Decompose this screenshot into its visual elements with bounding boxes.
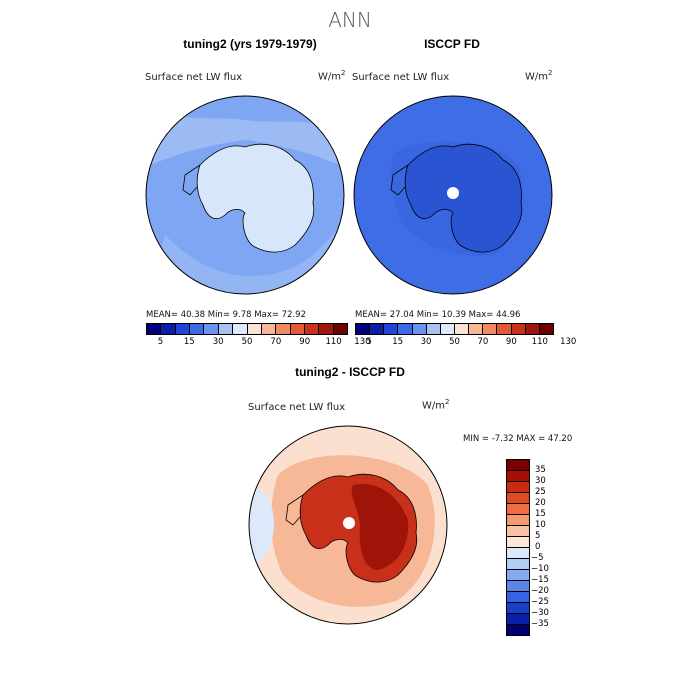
colorbar-tick-label: 30 (420, 337, 432, 347)
colorbar-tick-label: 15 (392, 337, 404, 347)
colorbar-swatch (276, 324, 291, 334)
colorbar-tick-label: 70 (477, 337, 489, 347)
colorbar-tick-label: 30 (212, 337, 224, 347)
colorbar-tick-label: 130 (354, 337, 371, 347)
colorbar-swatch (507, 603, 529, 614)
colorbar-tick-label: 15 (183, 337, 195, 347)
units-label-obs: W/m2 (525, 69, 553, 83)
colorbar-swatch (507, 548, 529, 559)
colorbar-tick-label: 130 (560, 337, 577, 347)
colorbar-tick-label: 35 (535, 464, 546, 475)
colorbar-tick-label: −15 (531, 574, 549, 585)
colorbar-obs (355, 323, 554, 335)
colorbar-swatch (147, 324, 162, 334)
colorbar-swatch (175, 324, 191, 334)
colorbar-swatch (454, 324, 470, 334)
colorbar-swatch (247, 324, 262, 334)
variable-label-obs: Surface net LW flux (352, 72, 450, 83)
colorbar-tick-label: −35 (531, 618, 549, 629)
colorbar-swatch (412, 324, 427, 334)
panel-title-obs: ISCCP FD (424, 37, 480, 51)
polar-map-diff (248, 425, 448, 625)
colorbar-swatch (161, 324, 176, 334)
colorbar-swatch (261, 324, 277, 334)
colorbar-labels-diff: 35 30 25 20 15 10 5 0 −5 −10 −15 −20 −25 −30 −35 (531, 459, 575, 629)
colorbar-tick-label: −5 (531, 552, 544, 563)
colorbar-swatch (497, 324, 512, 334)
colorbar-swatch (511, 324, 526, 334)
variable-label-diff: Surface net LW flux (248, 402, 346, 413)
variable-label-model: Surface net LW flux (145, 72, 243, 83)
colorbar-swatch (507, 625, 529, 635)
colorbar-tick-label: 20 (535, 497, 546, 508)
colorbar-swatch (525, 324, 540, 334)
colorbar-tick-label: 90 (299, 337, 311, 347)
colorbar-tick-label: −25 (531, 596, 549, 607)
main-title: ANN (328, 8, 372, 32)
panel-title-diff: tuning2 - ISCCP FD (295, 365, 405, 379)
colorbar-swatch (507, 559, 529, 570)
panel-title-model: tuning2 (yrs 1979-1979) (183, 37, 317, 51)
colorbar-swatch (319, 324, 334, 334)
colorbar-tick-label: 0 (535, 541, 541, 552)
colorbar-swatch (507, 581, 529, 592)
colorbar-tick-label: −30 (531, 607, 549, 618)
colorbar-swatch (507, 515, 529, 526)
colorbar-swatch (356, 324, 371, 334)
colorbar-swatch (218, 324, 234, 334)
units-label-model: W/m2 (318, 69, 346, 83)
colorbar-diff (506, 459, 530, 636)
colorbar-swatch (483, 324, 498, 334)
colorbar-tick-label: 15 (535, 508, 546, 519)
colorbar-tick-label: 50 (241, 337, 253, 347)
colorbar-tick-label: 70 (270, 337, 282, 347)
colorbar-tick-label: 110 (531, 337, 548, 347)
colorbar-tick-label: 25 (535, 486, 546, 497)
colorbar-tick-label: −20 (531, 585, 549, 596)
units-label-diff: W/m2 (422, 398, 450, 412)
colorbar-swatch (507, 537, 529, 548)
colorbar-tick-label: 50 (449, 337, 460, 347)
colorbar-tick-label: 30 (535, 475, 546, 486)
colorbar-swatch (398, 324, 413, 334)
colorbar-swatch (507, 592, 529, 603)
colorbar-labels-model: 5 15 30 50 70 90 110 130 (146, 337, 371, 349)
colorbar-swatch (507, 526, 529, 537)
colorbar-swatch (507, 493, 529, 504)
colorbar-swatch (190, 324, 205, 334)
colorbar-swatch (370, 324, 385, 334)
colorbar-swatch (333, 324, 348, 334)
colorbar-swatch (507, 570, 529, 581)
colorbar-swatch (384, 324, 399, 334)
colorbar-tick-label: 5 (366, 337, 372, 347)
colorbar-swatch (290, 324, 305, 334)
colorbar-swatch (539, 324, 553, 334)
colorbar-tick-label: 5 (157, 337, 164, 347)
colorbar-swatch (233, 324, 248, 334)
colorbar-swatch (204, 324, 219, 334)
colorbar-labels-obs: 5 15 30 50 70 90 110 130 (355, 337, 576, 349)
colorbar-swatch (507, 460, 529, 471)
colorbar-tick-label: 10 (535, 519, 546, 530)
polar-map-obs (353, 95, 553, 295)
colorbar-tick-label: 5 (535, 530, 541, 541)
colorbar-swatch (507, 482, 529, 493)
colorbar-swatch (426, 324, 441, 334)
stats-diff: MIN = -7.32 MAX = 47.20 (463, 434, 573, 444)
colorbar-tick-label: 90 (505, 337, 517, 347)
colorbar-swatch (507, 614, 529, 625)
colorbar-model (146, 323, 348, 335)
colorbar-swatch (304, 324, 320, 334)
stats-obs: MEAN= 27.04 Min= 10.39 Max= 44.96 (355, 310, 521, 320)
colorbar-swatch (440, 324, 455, 334)
colorbar-tick-label: −10 (531, 563, 549, 574)
colorbar-swatch (507, 504, 529, 515)
stats-model: MEAN= 40.38 Min= 9.78 Max= 72.92 (146, 310, 307, 320)
colorbar-swatch (469, 324, 484, 334)
polar-map-model (145, 95, 345, 295)
colorbar-tick-label: 110 (325, 337, 342, 347)
colorbar-swatch (507, 471, 529, 482)
